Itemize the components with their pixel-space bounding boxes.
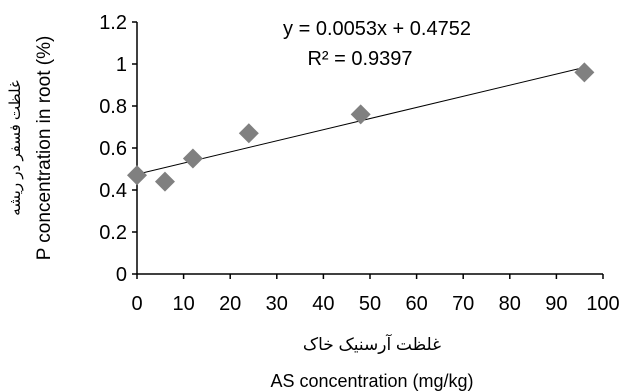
x-tick-label: 0 xyxy=(131,293,142,315)
y-tick-label: 0.6 xyxy=(99,138,127,160)
x-tick-label: 50 xyxy=(359,293,381,315)
y-tick-label: 0.8 xyxy=(99,96,127,118)
x-axis-title-persian: غلظت آرسنیک خاک xyxy=(303,333,441,354)
data-point-diamond xyxy=(238,123,259,144)
x-tick-label: 100 xyxy=(586,293,619,315)
x-tick-label: 70 xyxy=(452,293,474,315)
data-point-diamond xyxy=(182,148,203,169)
x-tick-label: 90 xyxy=(545,293,567,315)
x-tick-label: 80 xyxy=(499,293,521,315)
trendline-equation: y = 0.0053x + 0.4752 xyxy=(283,18,471,40)
data-point-diamond xyxy=(154,171,175,192)
y-axis-title-persian: غلظت فسفر در ریشه xyxy=(7,80,24,216)
y-tick-label: 0 xyxy=(116,264,127,286)
x-tick-labels: 0 10 20 30 40 50 60 70 80 90 100 xyxy=(131,274,620,315)
y-tick-label: 1.2 xyxy=(99,12,127,34)
y-tick-label: 0.4 xyxy=(99,180,127,202)
y-tick-labels: 0 0.2 0.4 0.6 0.8 1 1.2 xyxy=(99,12,137,286)
x-tick-label: 40 xyxy=(312,293,334,315)
data-points xyxy=(127,62,595,192)
data-point-diamond xyxy=(127,165,147,186)
x-tick-label: 20 xyxy=(219,293,241,315)
x-tick-label: 10 xyxy=(172,293,194,315)
y-axis-title-english: P concentration in root (%) xyxy=(34,36,55,261)
x-tick-label: 30 xyxy=(266,293,288,315)
x-tick-label: 60 xyxy=(405,293,427,315)
y-tick-label: 1 xyxy=(116,54,127,76)
data-point-diamond xyxy=(574,62,595,83)
r-squared-label: R² = 0.9397 xyxy=(307,48,412,70)
y-tick-label: 0.2 xyxy=(99,222,127,244)
data-point-diamond xyxy=(350,104,371,125)
x-axis-title-english: AS concentration (mg/kg) xyxy=(270,371,473,391)
